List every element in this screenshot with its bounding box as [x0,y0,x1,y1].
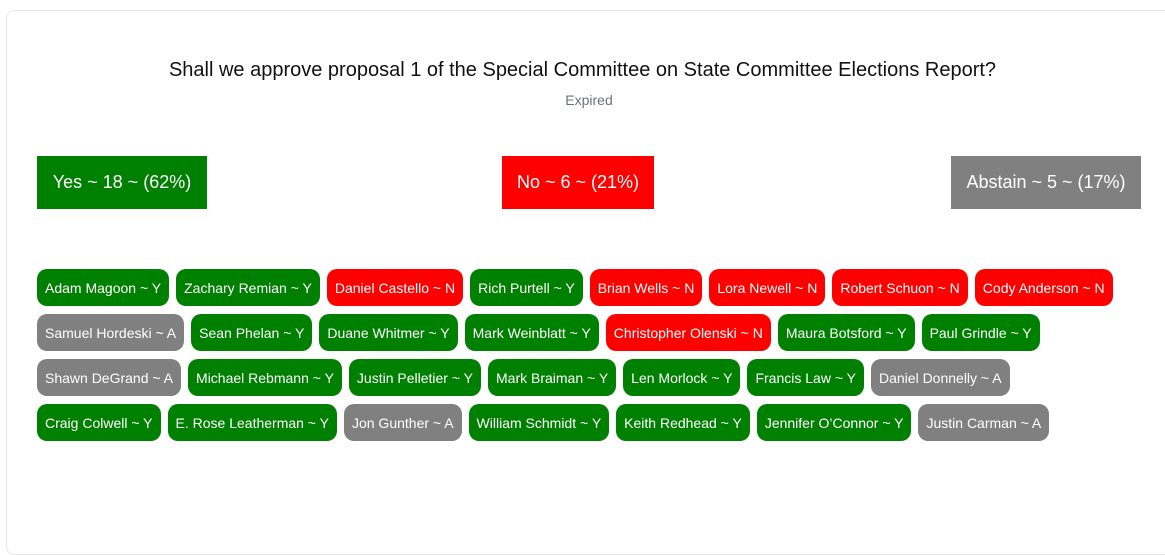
tally-abstain: Abstain ~ 5 ~ (17%) [951,156,1141,209]
voter-badge: Samuel Hordeski ~ A [37,314,185,351]
voter-badge: Mark Braiman ~ Y [488,359,617,396]
voter-badge: Rich Purtell ~ Y [470,269,583,306]
voter-badge: Duane Whitmer ~ Y [319,314,458,351]
voter-badge: Jennifer O’Connor ~ Y [756,404,912,441]
voter-badge: Justin Carman ~ A [918,404,1050,441]
voter-badge: Lora Newell ~ N [709,269,826,306]
voter-badge: Brian Wells ~ N [589,269,703,306]
voter-badge: Robert Schuon ~ N [832,269,968,306]
tally-no: No ~ 6 ~ (21%) [502,156,654,209]
voter-badge: Jon Gunther ~ A [343,404,462,441]
voter-badge: Justin Pelletier ~ Y [348,359,481,396]
tally-yes: Yes ~ 18 ~ (62%) [37,156,207,209]
voter-badge: Craig Colwell ~ Y [37,404,161,441]
poll-question: Shall we approve proposal 1 of the Speci… [168,59,997,81]
voter-badge: William Schmidt ~ Y [468,404,610,441]
voter-badge: Zachary Remian ~ Y [176,269,320,306]
voter-badge: Maura Botsford ~ Y [777,314,915,351]
voter-badge: Michael Rebmann ~ Y [188,359,342,396]
voter-badge: Paul Grindle ~ Y [921,314,1040,351]
voter-badge: Cody Anderson ~ N [974,269,1113,306]
poll-status: Expired [565,92,613,108]
voter-badge: Adam Magoon ~ Y [37,269,170,306]
voter-badge: Keith Redhead ~ Y [616,404,750,441]
voter-list: Adam Magoon ~ Y Zachary Remian ~ Y Daniel … [37,269,1137,441]
voter-badge: Sean Phelan ~ Y [191,314,313,351]
voter-badge: E. Rose Leatherman ~ Y [167,404,337,441]
voter-badge: Daniel Donnelly ~ A [870,359,1010,396]
voter-badge: Len Morlock ~ Y [623,359,741,396]
voter-badge: Daniel Castello ~ N [326,269,464,306]
voter-badge: Francis Law ~ Y [747,359,864,396]
voter-badge: Mark Weinblatt ~ Y [464,314,599,351]
voter-badge: Shawn DeGrand ~ A [37,359,182,396]
voter-badge: Christopher Olenski ~ N [605,314,771,351]
